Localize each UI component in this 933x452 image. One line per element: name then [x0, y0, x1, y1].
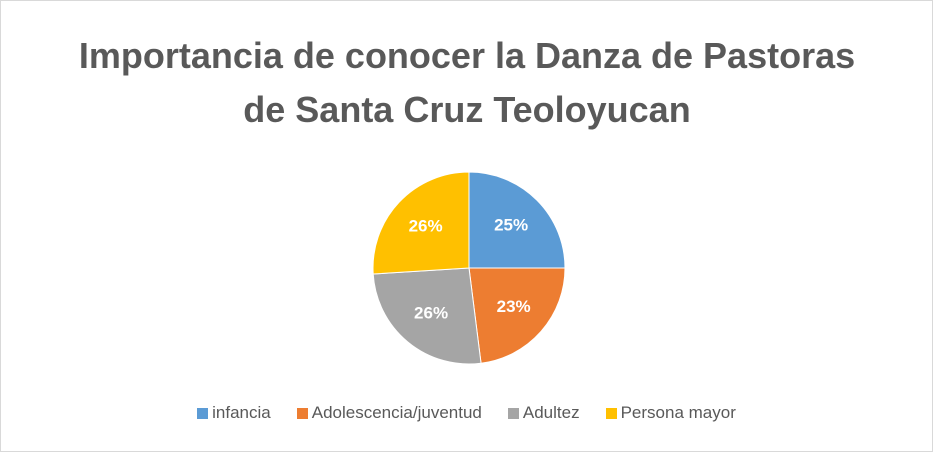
pie-slice: [372, 267, 482, 365]
legend-label: Persona mayor: [620, 403, 736, 422]
legend-label: Adultez: [522, 403, 580, 422]
legend-item: Persona mayor: [605, 403, 736, 423]
legend-swatch: [197, 407, 209, 419]
legend-item: Adultez: [507, 403, 580, 423]
chart-title: Importancia de conocer la Danza de Pasto…: [78, 35, 856, 130]
legend-swatch: [507, 407, 519, 419]
legend: infancia Adolescencia/juventud Adultez Pers…: [1, 403, 932, 423]
data-label: 26%: [414, 303, 448, 322]
legend-swatch: [605, 407, 617, 419]
legend-label: infancia: [212, 403, 271, 422]
legend-swatch: [296, 407, 308, 419]
data-label: 26%: [409, 217, 443, 236]
pie-slice: [468, 267, 566, 364]
data-label: 23%: [497, 297, 531, 316]
legend-item: Adolescencia/juventud: [296, 403, 482, 423]
pie-slice: [372, 171, 470, 275]
pie-slice: [468, 171, 566, 269]
legend-label: Adolescencia/juventud: [311, 403, 482, 422]
data-label: 25%: [494, 215, 528, 234]
legend-item: infancia: [197, 403, 271, 423]
